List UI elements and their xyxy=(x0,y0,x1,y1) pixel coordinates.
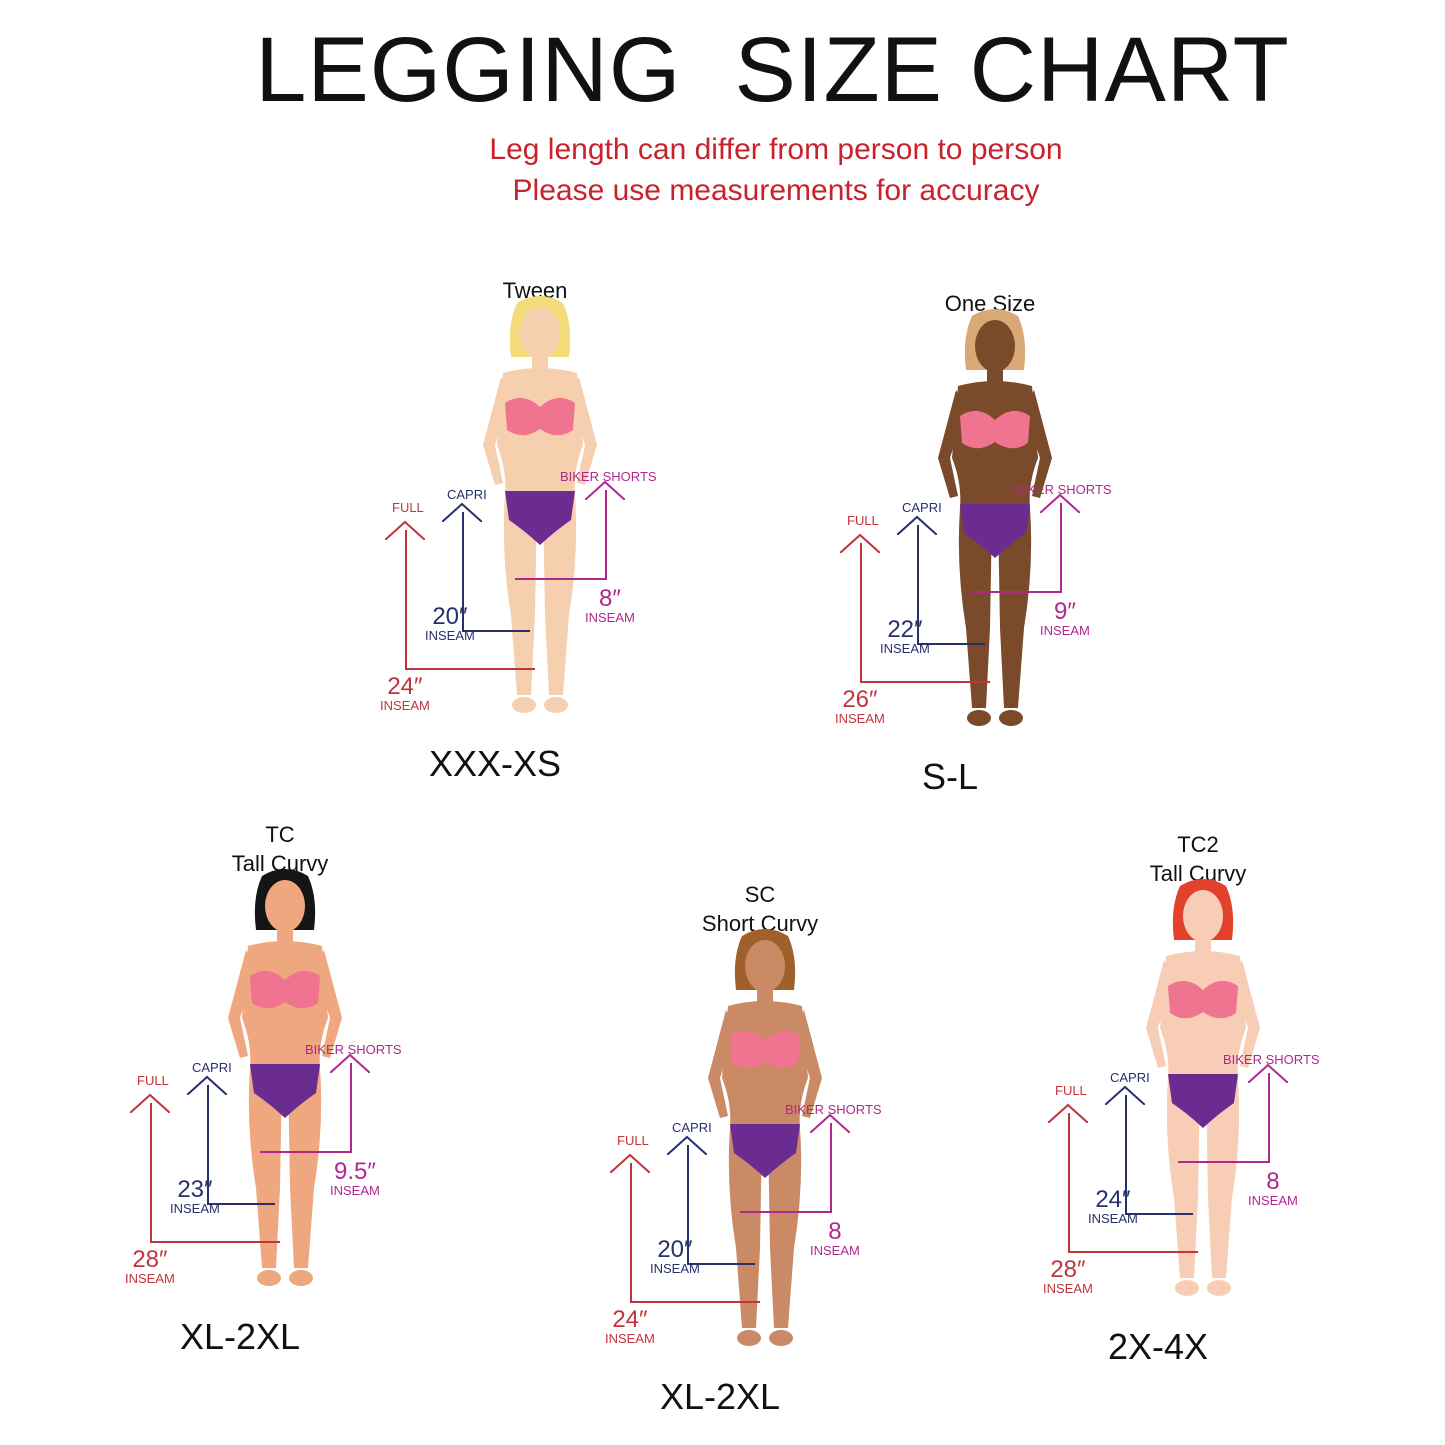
biker-shorts-label: BIKER SHORTS xyxy=(1223,1052,1320,1067)
body-figure-illustration xyxy=(1146,879,1260,1296)
size-panel-sc: SC Short Curvy FULL 24″ INSEAM CAPRI xyxy=(595,882,955,1438)
capri-inseam-value: 20″ INSEAM xyxy=(650,1236,700,1276)
page-title: LEGGING SIZE CHART xyxy=(255,19,1290,121)
size-label: 2X-4X xyxy=(1107,1326,1209,1367)
panel-heading: TC2 Tall Curvy xyxy=(1033,830,1363,888)
panel-heading-line: TC2 xyxy=(1177,832,1219,857)
biker-inseam-value: 8″ INSEAM xyxy=(585,585,635,625)
size-label: XL-2XL xyxy=(179,1316,301,1357)
size-panel-tc2: TC2 Tall Curvy FULL 28″ INSEAM CAPRI xyxy=(1033,832,1393,1388)
capri-inseam-value: 20″ INSEAM xyxy=(425,603,475,643)
subtitle-line-2: Please use measurements for accuracy xyxy=(512,174,1040,207)
capri-label: CAPRI xyxy=(192,1060,232,1075)
biker-shorts-label: BIKER SHORTS xyxy=(785,1102,882,1117)
capri-label: CAPRI xyxy=(447,487,487,502)
size-panel-tc: TC Tall Curvy FULL 28″ INSEAM CAPRI xyxy=(115,822,475,1378)
subtitle-line-1: Leg length can differ from person to per… xyxy=(489,133,1063,166)
size-label: XXX-XS xyxy=(428,743,562,784)
capri-inseam-value: 23″ INSEAM xyxy=(170,1176,220,1216)
biker-inseam-value: 8 INSEAM xyxy=(1248,1168,1298,1208)
capri-label: CAPRI xyxy=(1110,1070,1150,1085)
panel-heading-line: TC xyxy=(265,822,295,847)
full-label: FULL xyxy=(392,500,424,515)
size-panel-one-size: One Size FULL 26″ INSEAM CAPRI xyxy=(825,278,1185,818)
full-inseam-value: 24″ INSEAM xyxy=(380,673,430,713)
panel-heading-line: SC xyxy=(744,882,776,907)
capri-inseam-value: 24″ INSEAM xyxy=(1088,1186,1138,1226)
capri-label: CAPRI xyxy=(902,500,942,515)
biker-inseam-value: 9″ INSEAM xyxy=(1040,598,1090,638)
body-figure-illustration xyxy=(228,869,342,1286)
full-label: FULL xyxy=(137,1073,169,1088)
full-inseam-value: 24″ INSEAM xyxy=(605,1306,655,1346)
body-figure-illustration xyxy=(483,296,597,713)
full-inseam-value: 28″ INSEAM xyxy=(1043,1256,1093,1296)
full-label: FULL xyxy=(617,1133,649,1148)
capri-label: CAPRI xyxy=(672,1120,712,1135)
full-inseam-value: 28″ INSEAM xyxy=(125,1246,175,1286)
size-panel-tween: Tween FULL 24″ INSEAM CAPRI xyxy=(370,265,730,805)
full-label: FULL xyxy=(1055,1083,1087,1098)
biker-shorts-label: BIKER SHORTS xyxy=(1015,482,1112,497)
body-figure-illustration xyxy=(708,929,822,1346)
full-inseam-value: 26″ INSEAM xyxy=(835,686,885,726)
biker-shorts-label: BIKER SHORTS xyxy=(305,1042,402,1057)
capri-inseam-value: 22″ INSEAM xyxy=(880,616,930,656)
biker-inseam-value: 9.5″ INSEAM xyxy=(330,1158,380,1198)
full-label: FULL xyxy=(847,513,879,528)
biker-inseam-value: 8 INSEAM xyxy=(810,1218,860,1258)
size-label: S-L xyxy=(921,756,979,797)
body-figure-illustration xyxy=(938,309,1052,726)
biker-shorts-label: BIKER SHORTS xyxy=(560,469,657,484)
size-label: XL-2XL xyxy=(659,1376,781,1417)
